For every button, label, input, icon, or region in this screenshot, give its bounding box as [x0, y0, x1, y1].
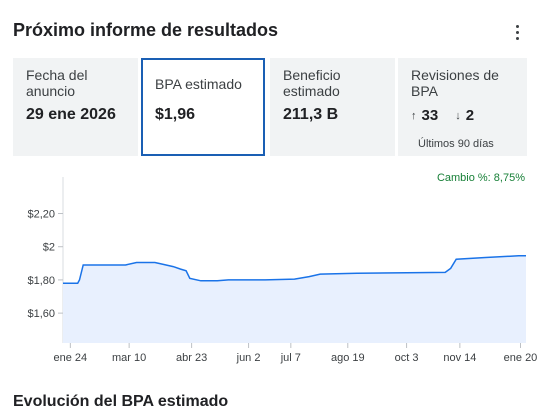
x-tick-label: ago 19 [331, 352, 365, 364]
announcement-date-value: 29 ene 2026 [26, 106, 116, 123]
y-tick-label: $2,20 [27, 209, 55, 221]
arrow-up-icon: ↑ [411, 109, 417, 122]
x-tick-label: jun 2 [236, 352, 261, 364]
revisions-counts: ↑ 33 ↓ 2 [411, 107, 474, 124]
profit-estimate-card[interactable]: Beneficio estimado 211,3 B [270, 58, 395, 156]
profit-estimate-label: Beneficio estimado [283, 67, 341, 99]
change-percent: Cambio %: 8,75% [437, 172, 525, 184]
eps-estimate-value: $1,96 [155, 106, 196, 123]
eps-area-fill [63, 255, 526, 343]
announcement-date-label: Fecha del anuncio [26, 67, 88, 99]
x-tick-label: ene 20 [504, 352, 538, 364]
eps-evolution-heading: Evolución del BPA estimado [13, 393, 229, 410]
eps-estimate-label: BPA estimado [155, 76, 242, 92]
eps-revisions-card[interactable]: Revisiones de BPA ↑ 33 ↓ 2 Últimos 90 dí… [398, 58, 527, 156]
revisions-period-note: Últimos 90 días [418, 138, 494, 150]
eps-trend-plot[interactable]: $1,60 $1,80 $2 $2,20 ene 24 mar 10 abr 23 jun … [0, 165, 542, 375]
arrow-down-icon: ↓ [455, 109, 461, 122]
eps-estimate-card[interactable]: BPA estimado $1,96 [141, 58, 265, 156]
x-tick-label: oct 3 [395, 352, 419, 364]
x-tick-label: jul 7 [280, 352, 301, 364]
x-tick-label: mar 10 [112, 352, 146, 364]
x-tick-label: abr 23 [176, 352, 207, 364]
y-tick-label: $1,60 [27, 308, 55, 320]
y-tick-label: $2 [43, 242, 55, 254]
y-tick-label: $1,80 [27, 275, 55, 287]
announcement-date-card[interactable]: Fecha del anuncio 29 ene 2026 [13, 58, 138, 156]
more-options-icon[interactable] [510, 22, 526, 42]
section-title: Próximo informe de resultados [13, 20, 279, 40]
change-percent-label: Cambio %: [436, 172, 491, 184]
revisions-up-count: 33 [421, 107, 439, 124]
eps-series-line [63, 255, 526, 284]
eps-revisions-label: Revisiones de BPA [411, 67, 499, 99]
earnings-header: Próximo informe de resultados [0, 0, 542, 58]
change-percent-value: 8,75% [493, 172, 525, 184]
earnings-cards: Fecha del anuncio 29 ene 2026 BPA estima… [13, 58, 527, 156]
x-tick-label: ene 24 [54, 352, 88, 364]
revisions-down-count: 2 [465, 107, 475, 124]
profit-estimate-value: 211,3 B [283, 106, 339, 123]
eps-trend-chart: Cambio %: 8,75% $1,60 $1,80 $2 $2,20 ene 24… [0, 165, 542, 375]
x-tick-label: nov 14 [443, 352, 476, 364]
